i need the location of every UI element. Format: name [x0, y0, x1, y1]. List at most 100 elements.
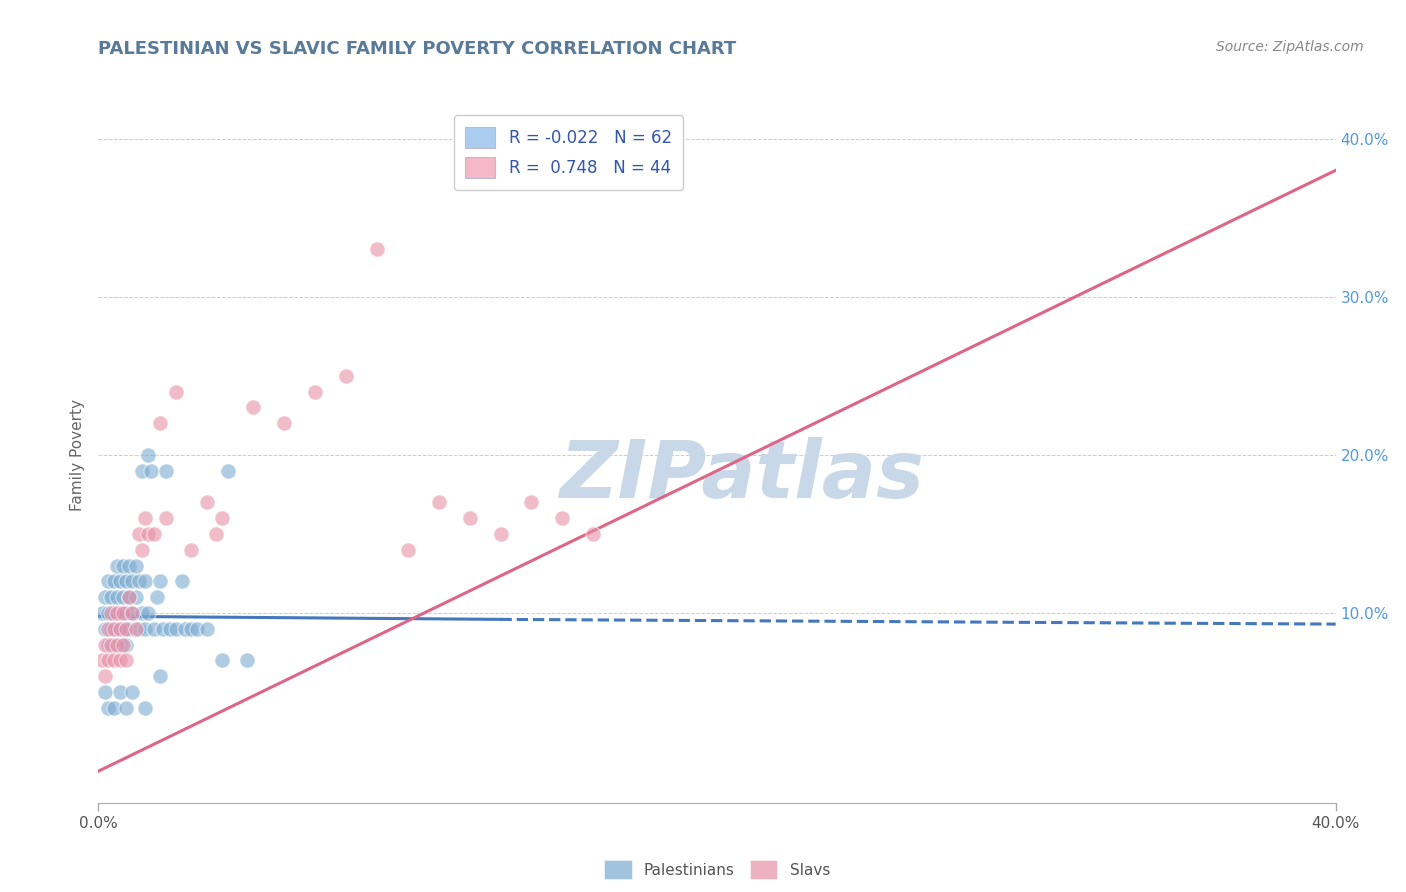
Point	[131, 464, 153, 478]
Point	[121, 606, 143, 620]
Point	[118, 558, 141, 573]
Point	[103, 701, 125, 715]
Point	[93, 622, 115, 636]
Point	[105, 606, 128, 620]
Point	[427, 495, 450, 509]
Point	[108, 606, 131, 620]
Point	[103, 638, 125, 652]
Point	[149, 669, 172, 683]
Point	[103, 622, 125, 636]
Point	[124, 622, 146, 636]
Point	[134, 622, 156, 636]
Point	[108, 574, 131, 589]
Point	[143, 527, 166, 541]
Point	[118, 591, 141, 605]
Point	[134, 511, 156, 525]
Point	[121, 685, 143, 699]
Text: PALESTINIAN VS SLAVIC FAMILY POVERTY CORRELATION CHART: PALESTINIAN VS SLAVIC FAMILY POVERTY COR…	[98, 40, 737, 58]
Point	[211, 653, 233, 667]
Point	[97, 622, 120, 636]
Point	[211, 511, 233, 525]
Point	[489, 527, 512, 541]
Point	[128, 527, 150, 541]
Point	[551, 511, 574, 525]
Y-axis label: Family Poverty: Family Poverty	[69, 399, 84, 511]
Point	[458, 511, 481, 525]
Point	[93, 638, 115, 652]
Point	[105, 622, 128, 636]
Point	[174, 622, 197, 636]
Point	[103, 606, 125, 620]
Point	[112, 622, 135, 636]
Point	[115, 606, 138, 620]
Point	[180, 622, 202, 636]
Point	[149, 417, 172, 431]
Point	[155, 511, 177, 525]
Point	[115, 622, 138, 636]
Point	[97, 701, 120, 715]
Point	[149, 574, 172, 589]
Point	[242, 401, 264, 415]
Point	[112, 591, 135, 605]
Point	[115, 701, 138, 715]
Point	[520, 495, 543, 509]
Point	[152, 622, 174, 636]
Point	[93, 669, 115, 683]
Point	[108, 685, 131, 699]
Point	[112, 558, 135, 573]
Point	[165, 622, 187, 636]
Point	[108, 653, 131, 667]
Point	[115, 574, 138, 589]
Point	[90, 606, 112, 620]
Point	[103, 574, 125, 589]
Point	[236, 653, 259, 667]
Point	[90, 653, 112, 667]
Point	[170, 574, 193, 589]
Point	[118, 591, 141, 605]
Point	[186, 622, 208, 636]
Point	[136, 448, 159, 462]
Point	[112, 606, 135, 620]
Point	[93, 591, 115, 605]
Point	[195, 495, 218, 509]
Point	[273, 417, 295, 431]
Point	[115, 638, 138, 652]
Point	[121, 574, 143, 589]
Point	[165, 384, 187, 399]
Point	[105, 558, 128, 573]
Point	[100, 606, 122, 620]
Point	[134, 574, 156, 589]
Point	[131, 606, 153, 620]
Point	[335, 368, 357, 383]
Text: ZIPatlas: ZIPatlas	[560, 437, 924, 515]
Point	[97, 574, 120, 589]
Point	[143, 622, 166, 636]
Point	[159, 622, 181, 636]
Point	[108, 622, 131, 636]
Point	[128, 622, 150, 636]
Point	[118, 622, 141, 636]
Point	[131, 542, 153, 557]
Point	[124, 558, 146, 573]
Point	[97, 638, 120, 652]
Point	[195, 622, 218, 636]
Point	[105, 591, 128, 605]
Point	[115, 653, 138, 667]
Point	[217, 464, 239, 478]
Legend: Palestinians, Slavs: Palestinians, Slavs	[598, 854, 837, 886]
Text: Source: ZipAtlas.com: Source: ZipAtlas.com	[1216, 40, 1364, 54]
Point	[112, 638, 135, 652]
Point	[582, 527, 605, 541]
Point	[180, 542, 202, 557]
Point	[97, 606, 120, 620]
Point	[304, 384, 326, 399]
Point	[100, 622, 122, 636]
Point	[155, 464, 177, 478]
Point	[136, 606, 159, 620]
Point	[205, 527, 228, 541]
Point	[139, 464, 162, 478]
Point	[134, 701, 156, 715]
Point	[100, 591, 122, 605]
Point	[97, 653, 120, 667]
Point	[108, 638, 131, 652]
